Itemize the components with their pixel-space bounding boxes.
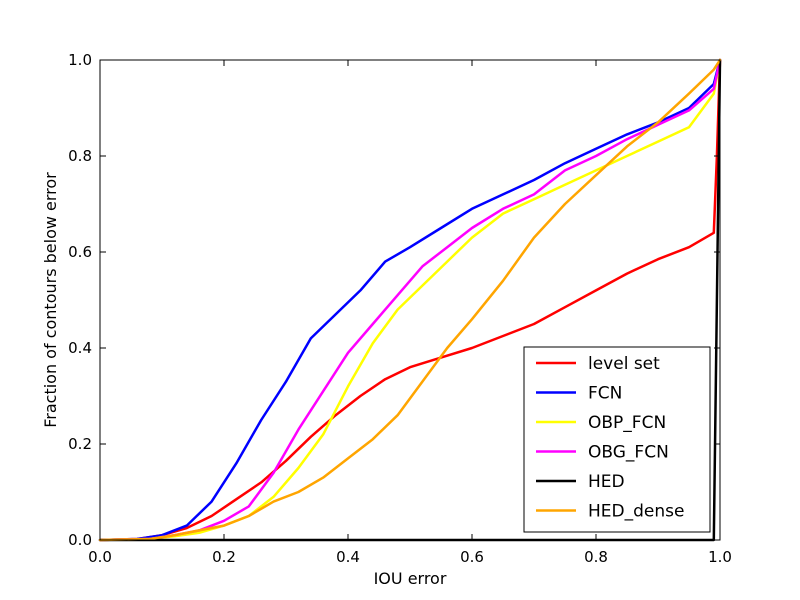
x-tick-label: 0.0 <box>88 548 112 566</box>
legend-label: HED <box>588 472 625 492</box>
y-axis-label: Fraction of contours below error <box>41 172 60 428</box>
y-tick-label: 0.8 <box>68 147 92 165</box>
y-tick-label: 1.0 <box>68 51 92 69</box>
series-layer <box>98 58 722 542</box>
y-tick-label: 0.4 <box>68 339 92 357</box>
x-axis-label: IOU error <box>374 569 447 588</box>
series-line-hed-dense <box>98 58 722 542</box>
legend: level set FCN OBP_FCN OBG_FCN HED HED_dense <box>523 346 711 533</box>
y-tick-label: 0.2 <box>68 435 92 453</box>
legend-label: FCN <box>588 384 622 404</box>
x-axis-ticks: 0.0 0.2 0.4 0.6 0.8 1.0 <box>88 60 732 566</box>
plot-area-frame <box>99 59 721 541</box>
legend-label: HED_dense <box>588 502 684 522</box>
series-line-fcn <box>98 58 722 542</box>
x-tick-label: 1.0 <box>708 548 732 566</box>
x-tick-label: 0.4 <box>336 548 360 566</box>
legend-label: OBP_FCN <box>588 413 666 433</box>
series-line-obg-fcn <box>98 58 722 542</box>
x-tick-label: 0.8 <box>584 548 608 566</box>
y-axis-ticks: 0.0 0.2 0.4 0.6 0.8 1.0 <box>68 51 720 549</box>
y-tick-label: 0.0 <box>68 531 92 549</box>
legend-box <box>523 346 711 533</box>
series-line-level-set <box>98 58 722 542</box>
y-tick-label: 0.6 <box>68 243 92 261</box>
x-tick-label: 0.6 <box>460 548 484 566</box>
legend-label: level set <box>588 354 660 374</box>
x-tick-label: 0.2 <box>212 548 236 566</box>
legend-label: OBG_FCN <box>588 443 669 463</box>
